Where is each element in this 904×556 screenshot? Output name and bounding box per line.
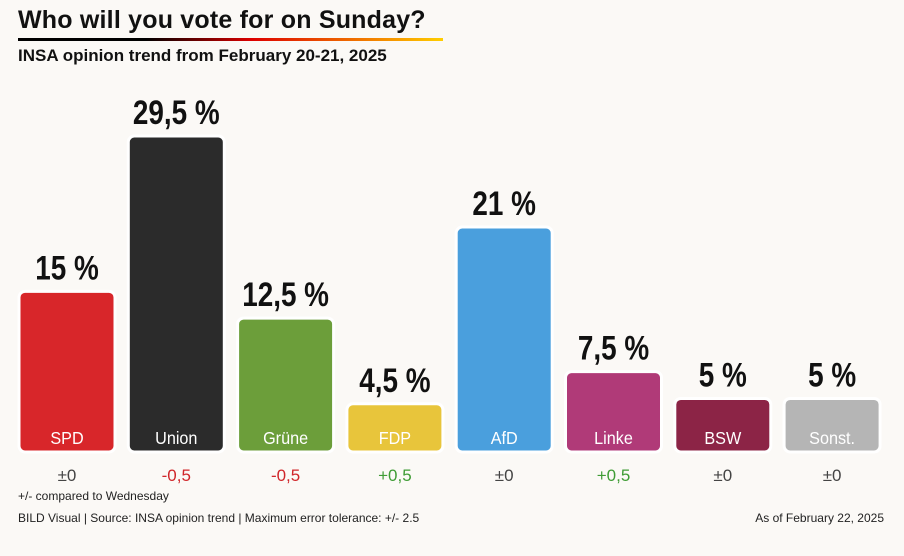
value-label: 7,5 % [578,329,649,367]
value-label: 5 % [699,356,747,394]
category-label: Sonst. [809,428,855,448]
bar-sonst [782,396,882,454]
category-label: FDP [379,428,411,448]
change-label: ±0 [58,466,77,485]
flag-underline [18,38,443,41]
bar-bsw [673,396,773,454]
value-label: 12,5 % [242,275,329,313]
source-note: BILD Visual | Source: INSA opinion trend… [18,511,420,525]
change-label: -0,5 [162,466,191,485]
change-label: -0,5 [271,466,300,485]
comparison-note: +/- compared to Wednesday [18,489,169,503]
change-label: +0,5 [597,466,631,485]
value-label: 4,5 % [359,361,430,399]
bar-union [126,134,226,454]
chart-subtitle: INSA opinion trend from February 20-21, … [18,46,387,65]
change-label: +0,5 [378,466,412,485]
bar-grne [236,316,336,454]
value-label: 15 % [35,249,99,287]
date-note: As of February 22, 2025 [755,511,884,525]
category-label: Grüne [263,428,308,448]
bar-afd [454,225,554,454]
value-label: 21 % [472,184,536,222]
category-label: Union [155,428,197,448]
change-label: ±0 [823,466,842,485]
category-label: AfD [491,428,518,448]
change-label: ±0 [713,466,732,485]
bar-spd [17,289,117,454]
value-label: 29,5 % [133,93,220,131]
bar-linke [564,370,663,454]
value-label: 5 % [808,356,856,394]
chart-title: Who will you vote for on Sunday? [18,6,426,34]
category-label: BSW [704,428,742,448]
bar-fdp [345,402,445,454]
category-label: Linke [594,428,633,448]
change-label: ±0 [495,466,514,485]
category-label: SPD [50,428,83,448]
